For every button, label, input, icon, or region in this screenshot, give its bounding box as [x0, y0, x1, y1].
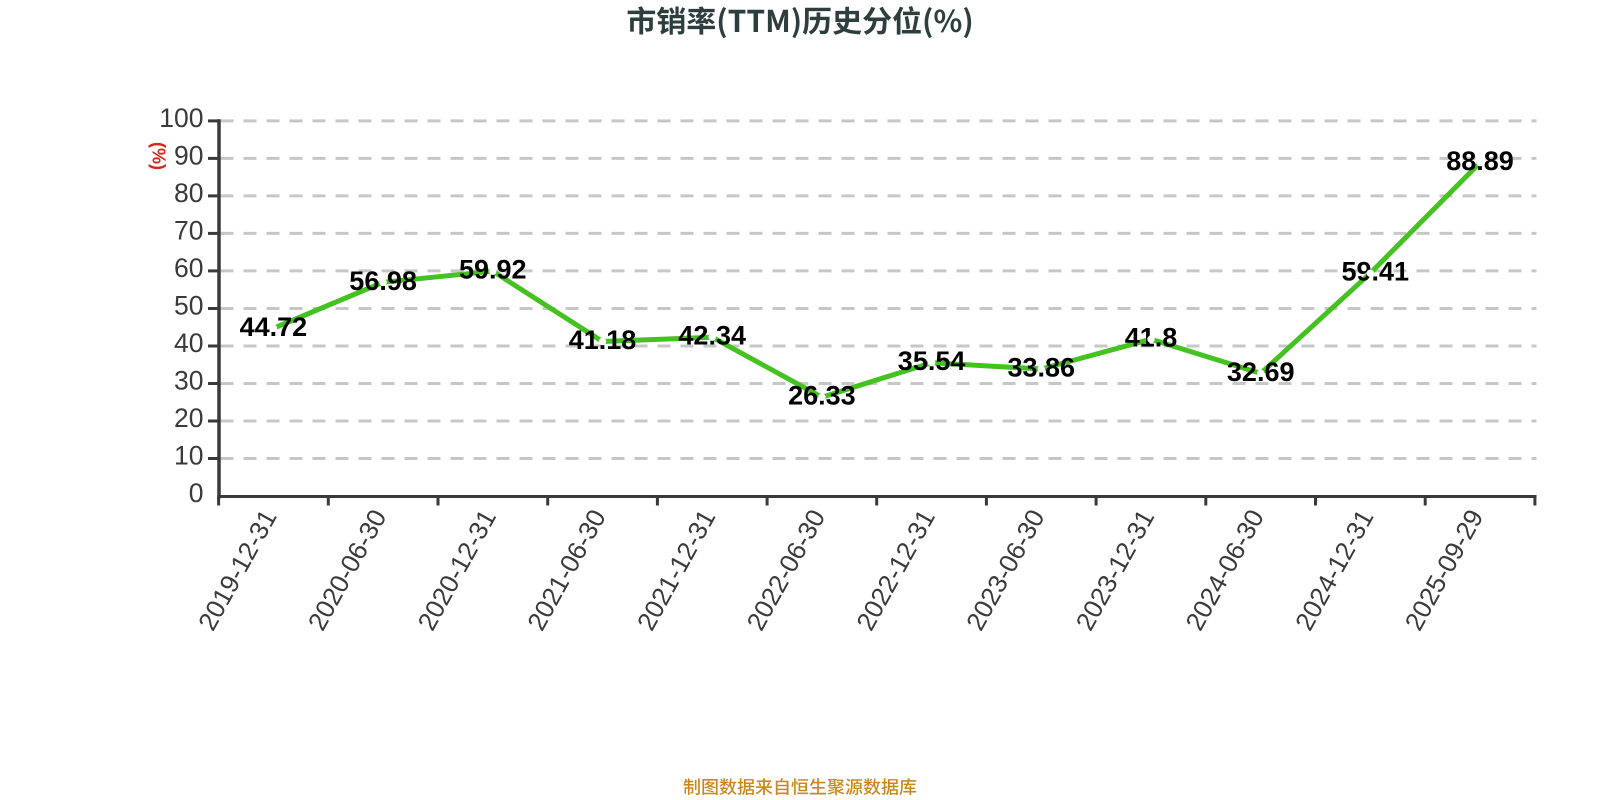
svg-text:40: 40	[174, 328, 203, 358]
svg-text:20: 20	[174, 403, 203, 433]
svg-text:2023-06-30: 2023-06-30	[960, 504, 1051, 635]
svg-text:2022-12-31: 2022-12-31	[850, 504, 941, 635]
svg-text:59.41: 59.41	[1342, 257, 1410, 287]
svg-text:2024-06-30: 2024-06-30	[1179, 504, 1270, 635]
svg-text:2021-12-31: 2021-12-31	[631, 504, 722, 635]
svg-text:70: 70	[174, 215, 203, 245]
svg-text:2023-12-31: 2023-12-31	[1070, 504, 1161, 635]
svg-text:10: 10	[174, 441, 203, 471]
svg-text:50: 50	[174, 291, 203, 321]
svg-text:80: 80	[174, 178, 203, 208]
svg-text:30: 30	[174, 366, 203, 396]
svg-text:2020-12-31: 2020-12-31	[411, 504, 502, 635]
svg-text:2021-06-30: 2021-06-30	[521, 504, 612, 635]
svg-text:2019-12-31: 2019-12-31	[192, 504, 283, 635]
svg-text:2025-09-29: 2025-09-29	[1399, 504, 1490, 635]
svg-text:(%): (%)	[148, 142, 168, 170]
svg-text:60: 60	[174, 253, 203, 283]
svg-text:100: 100	[159, 103, 203, 133]
svg-text:2024-12-31: 2024-12-31	[1289, 504, 1380, 635]
svg-text:2020-06-30: 2020-06-30	[302, 504, 393, 635]
svg-text:2022-06-30: 2022-06-30	[740, 504, 831, 635]
svg-text:90: 90	[174, 140, 203, 170]
svg-text:0: 0	[189, 478, 204, 508]
